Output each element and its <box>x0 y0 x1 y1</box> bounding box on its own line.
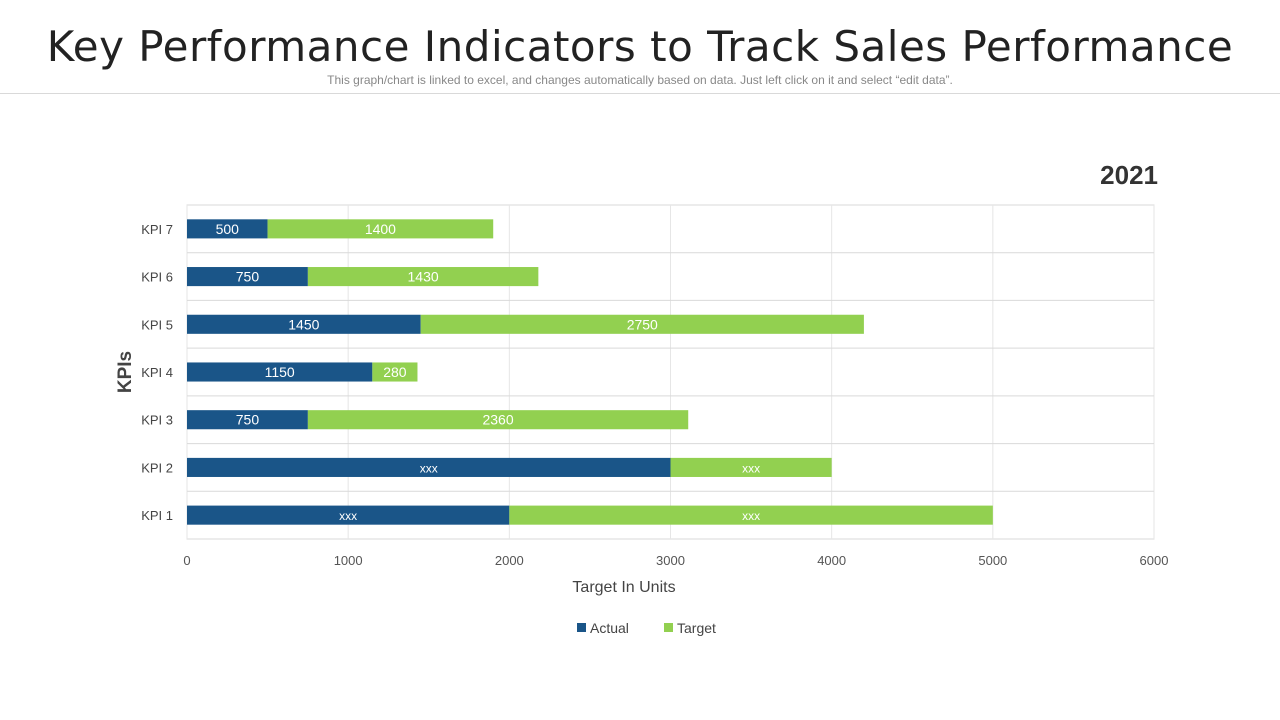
x-tick-label: 3000 <box>656 553 685 568</box>
x-tick-label: 6000 <box>1140 553 1169 568</box>
legend: Actual Target <box>577 620 716 636</box>
bar-actual <box>187 410 308 430</box>
x-axis-title: Target In Units <box>572 579 675 596</box>
bar-actual <box>187 267 308 287</box>
data-label: 2750 <box>627 316 658 332</box>
bar-target <box>307 410 689 430</box>
data-label: 500 <box>216 221 240 237</box>
bar-layer <box>187 219 993 525</box>
x-tick-label: 2000 <box>495 553 524 568</box>
bar-target <box>509 505 993 525</box>
data-label: 1150 <box>265 364 295 380</box>
x-tick-label: 1000 <box>334 553 363 568</box>
bar-actual <box>187 505 510 525</box>
x-tick-label: 0 <box>183 553 190 568</box>
bar-actual <box>187 457 671 477</box>
bar-target <box>420 314 864 334</box>
legend-label-actual: Actual <box>590 620 629 636</box>
page-subtitle: This graph/chart is linked to excel, and… <box>327 73 953 87</box>
legend-label-target: Target <box>677 620 716 636</box>
y-tick-label: KPI 3 <box>141 413 173 428</box>
data-label: 1400 <box>365 221 396 237</box>
bar-actual <box>187 314 421 334</box>
y-tick-label: KPI 1 <box>141 508 173 523</box>
data-label: xxx <box>339 509 357 523</box>
data-label: 2360 <box>482 412 513 428</box>
bar-target <box>372 362 418 382</box>
y-axis-title: KPIs <box>115 351 136 393</box>
y-tick-label: KPI 5 <box>141 317 173 332</box>
y-tick-label: KPI 7 <box>141 222 173 237</box>
label-layer: xxx xxx xxx xxx 750 2360 1150 280 1450 2750 750 143… <box>216 221 760 523</box>
bar-target <box>307 267 539 287</box>
x-tick-label: 5000 <box>978 553 1007 568</box>
bar-actual <box>187 219 268 239</box>
bar-target <box>670 457 832 477</box>
data-label: 1450 <box>288 316 319 332</box>
axis-layer: 0 1000 2000 3000 4000 5000 6000 KPI 1 KPI 2 KPI 3… <box>141 222 1168 568</box>
y-tick-label: KPI 4 <box>141 365 173 380</box>
data-label: 280 <box>383 364 407 380</box>
x-tick-label: 4000 <box>817 553 846 568</box>
grid-layer <box>186 204 1155 540</box>
y-tick-label: KPI 2 <box>141 460 173 475</box>
data-label: xxx <box>742 509 760 523</box>
legend-swatch-target <box>664 623 673 632</box>
data-label: xxx <box>420 461 438 475</box>
header-divider <box>0 93 1280 94</box>
legend-swatch-actual <box>577 623 586 632</box>
chart-title: 2021 <box>1100 160 1158 190</box>
data-label: 1430 <box>408 269 439 285</box>
data-label: xxx <box>742 461 760 475</box>
y-tick-label: KPI 6 <box>141 270 173 285</box>
data-label: 750 <box>236 412 260 428</box>
page-title: Key Performance Indicators to Track Sale… <box>46 22 1234 71</box>
data-label: 750 <box>236 269 260 285</box>
bar-actual <box>187 362 373 382</box>
bar-target <box>267 219 494 239</box>
